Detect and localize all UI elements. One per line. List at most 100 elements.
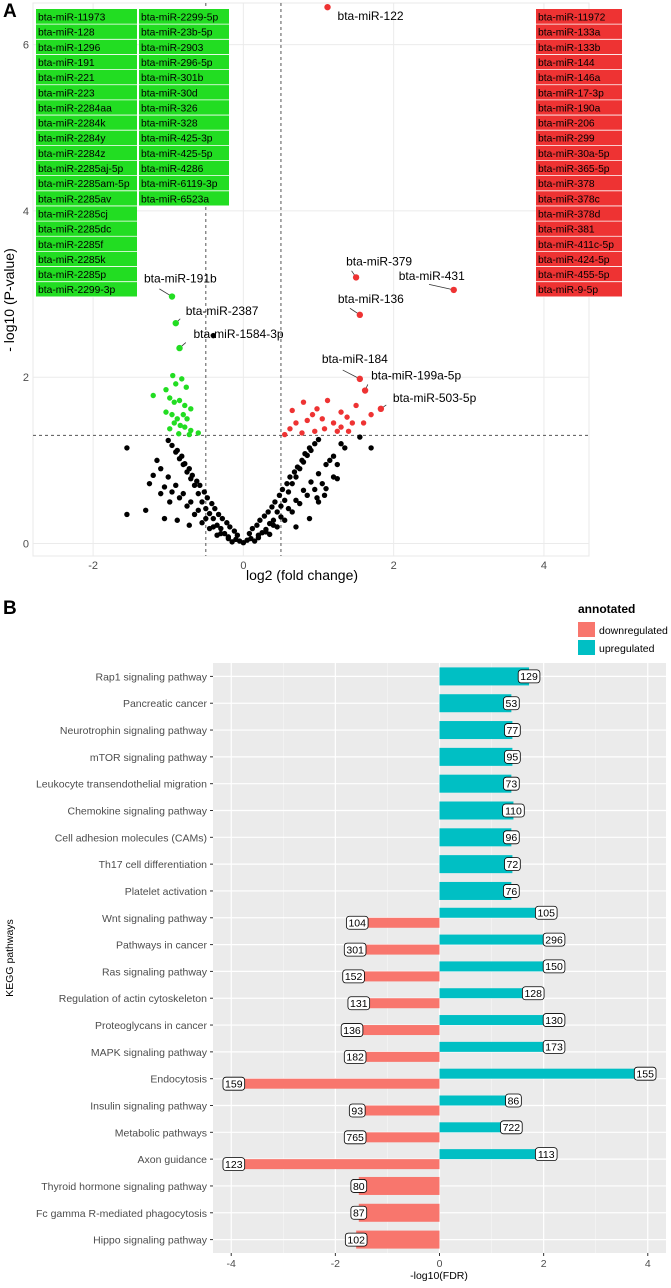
bar-value-badge	[222, 1076, 246, 1091]
ns-point	[191, 482, 198, 489]
bar-upregulated	[439, 1095, 514, 1106]
bar-value-label: 72	[507, 859, 519, 871]
a-y-tick-label: 0	[23, 539, 29, 551]
bar-value-label: 129	[520, 671, 538, 683]
bar-value-badge	[350, 1179, 368, 1193]
bar-upregulated	[439, 988, 534, 999]
ns-point	[169, 489, 175, 495]
ns-point	[203, 505, 209, 512]
bar-upregulated	[439, 721, 513, 740]
bar-upregulated	[439, 747, 513, 766]
ns-point	[293, 524, 299, 530]
legend-down-mirna: bta-miR-2284aa	[38, 103, 112, 114]
up-point	[309, 411, 316, 418]
down-point	[174, 416, 180, 422]
pathway-label: Axon guidance	[138, 1154, 208, 1166]
bar-value-badge	[504, 857, 521, 872]
ns-point	[254, 522, 260, 528]
ns-point	[214, 532, 220, 538]
bar-value-badge	[503, 830, 520, 845]
bar-value-badge	[505, 1093, 522, 1108]
up-point	[353, 402, 359, 409]
bar-downregulated	[357, 917, 440, 928]
down-point	[170, 372, 176, 379]
bar-value-label: 765	[346, 1132, 364, 1144]
pathway-label: Pancreatic cancer	[123, 698, 208, 710]
up-point	[368, 411, 374, 418]
legend-down-mirna: bta-miR-4286	[141, 164, 204, 175]
ns-point	[334, 461, 340, 468]
panel-b-y-axis-label: KEGG pathways	[4, 919, 16, 997]
bar-value-label: 80	[353, 1181, 365, 1193]
ns-point	[165, 474, 171, 480]
bar-value-badge	[542, 959, 566, 974]
ns-point	[174, 517, 180, 523]
legend-down-mirna: bta-miR-11973	[38, 13, 106, 24]
ns-point	[293, 474, 299, 480]
up-point	[330, 420, 337, 426]
ns-point	[255, 535, 262, 541]
bar-downregulated	[358, 1203, 440, 1222]
ns-point	[274, 524, 280, 530]
ns-point	[257, 517, 263, 523]
bar-value-label: 102	[347, 1234, 365, 1246]
ns-point	[285, 489, 292, 495]
ns-point	[293, 497, 299, 503]
down-point	[188, 427, 194, 434]
down-point	[173, 381, 179, 387]
bar-value-label: 123	[225, 1159, 243, 1171]
bar-value-label: 95	[507, 752, 519, 764]
bar-downregulated	[233, 1078, 440, 1089]
bar-value-badge	[342, 969, 365, 984]
pathway-label: Rap1 signaling pathway	[96, 671, 208, 683]
ns-point	[143, 507, 149, 513]
down-point	[186, 431, 192, 438]
ns-point	[124, 511, 130, 518]
bar-upregulated	[439, 907, 547, 918]
bar-downregulated	[353, 971, 440, 982]
up-point	[349, 420, 356, 426]
a-x-tick-label: -2	[88, 560, 98, 572]
legend-key-downregulated	[578, 622, 595, 637]
legend-down-mirna: bta-miR-2285dc	[38, 225, 111, 236]
legend-up-mirna: bta-miR-381	[538, 225, 595, 236]
ns-point	[304, 492, 310, 498]
ns-point	[300, 487, 307, 494]
ns-point	[338, 441, 344, 447]
ns-point	[186, 465, 192, 472]
pathway-label: Hippo signaling pathway	[93, 1235, 208, 1247]
up-point	[344, 414, 350, 420]
point-label: bta-miR-122	[338, 9, 404, 23]
bar-value-label: 131	[350, 998, 368, 1010]
ns-point	[218, 525, 224, 532]
ns-point	[291, 469, 298, 475]
ns-point	[204, 495, 211, 501]
ns-point	[199, 499, 205, 505]
down-point	[188, 406, 194, 412]
legend-down-mirna: bta-miR-2285f	[38, 240, 103, 251]
legend-down-mirna: bta-miR-2903	[141, 43, 204, 54]
ns-point	[212, 505, 218, 512]
panel-a-x-axis-label: log2 (fold change)	[246, 567, 358, 583]
ns-point	[266, 531, 273, 538]
up-point	[324, 397, 331, 404]
ns-point	[294, 464, 301, 470]
point-label: bta-miR-503-5p	[393, 391, 477, 405]
ns-point	[270, 517, 277, 523]
panel-a-label: A	[3, 1, 17, 22]
ns-point	[282, 497, 288, 503]
ns-point	[215, 511, 222, 518]
pathway-label: Regulation of actin cytoskeleton	[59, 993, 207, 1005]
bar-value-badge	[350, 1205, 368, 1220]
ns-point	[197, 482, 203, 489]
up-point	[345, 428, 352, 434]
ns-point	[206, 525, 213, 532]
legend-down-mirna: bta-miR-1296	[38, 43, 101, 54]
legend-up-mirna: bta-miR-144	[538, 58, 595, 69]
ns-point	[158, 465, 164, 472]
ns-point	[234, 532, 241, 538]
bar-upregulated	[439, 855, 513, 874]
ns-point	[154, 457, 160, 464]
bar-value-label: 87	[353, 1208, 365, 1220]
